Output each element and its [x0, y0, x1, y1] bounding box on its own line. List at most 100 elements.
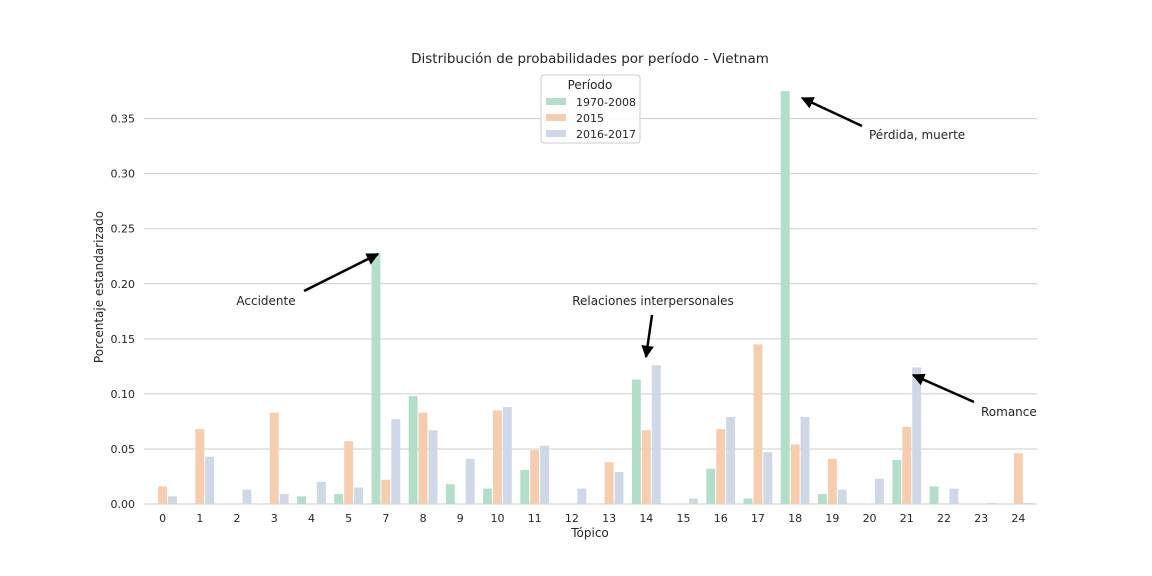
grid [144, 118, 1037, 505]
bar-1970-2008-topic-4 [297, 496, 306, 504]
bar-2015-topic-1 [195, 429, 205, 504]
x-tick-label-16: 16 [714, 512, 728, 525]
y-tick-label-5: 0.25 [111, 223, 136, 236]
bar-2015-topic-19 [827, 458, 837, 504]
annotation-label-3: Romance [981, 405, 1037, 419]
x-tick-label-3: 3 [271, 512, 278, 525]
bar-2015-topic-7 [381, 479, 391, 504]
legend-items: 1970-2008 2015 2016-2017 [546, 96, 636, 141]
legend-swatch-2015 [546, 114, 566, 121]
x-tick-label-0: 0 [159, 512, 166, 525]
bars [158, 91, 1033, 504]
bar-2016-2017-topic-15 [688, 498, 698, 504]
x-tick-label-17: 17 [751, 512, 765, 525]
legend-swatch-1970-2008 [546, 98, 566, 105]
bar-2016-2017-topic-0 [168, 496, 177, 504]
x-tick-label-10: 10 [490, 512, 504, 525]
bar-1970-2008-topic-21 [892, 459, 902, 504]
chart-title: Distribución de probabilidades por perío… [411, 51, 769, 67]
x-tick-label-4: 4 [308, 512, 315, 525]
legend-label-1970-2008: 1970-2008 [576, 96, 636, 109]
annotation-arrow-3 [911, 373, 975, 404]
annotations: Accidente Relaciones interpersonales Pérdi… [236, 96, 1037, 419]
bar-2016-2017-topic-7 [391, 419, 401, 504]
x-tick-label-9: 9 [457, 512, 464, 525]
bar-1970-2008-topic-16 [706, 468, 716, 504]
legend-title: Período [568, 78, 613, 92]
bar-1970-2008-topic-14 [631, 379, 641, 504]
bar-2015-topic-13 [604, 462, 614, 504]
annotation-arrow-0 [303, 252, 380, 293]
legend-frame [540, 74, 641, 144]
bar-2016-2017-topic-23 [986, 502, 996, 504]
x-tick-label-2: 2 [234, 512, 241, 525]
bar-2015-topic-10 [493, 410, 502, 504]
bar-2016-2017-topic-1 [205, 456, 215, 504]
x-tick-label-23: 23 [974, 512, 988, 525]
bar-2015-topic-24 [1013, 453, 1023, 504]
y-tick-label-7: 0.35 [111, 113, 136, 126]
bar-1970-2008-topic-19 [817, 494, 827, 504]
x-tick-label-13: 13 [602, 512, 616, 525]
bar-2016-2017-topic-8 [428, 430, 438, 504]
x-tick-label-8: 8 [420, 512, 427, 525]
bar-2016-2017-topic-2 [242, 489, 252, 504]
x-tick-label-15: 15 [677, 512, 691, 525]
bar-1970-2008-topic-22 [929, 486, 939, 504]
bar-2016-2017-topic-19 [837, 489, 847, 504]
x-tick-label-7: 7 [382, 512, 389, 525]
bar-2015-topic-8 [418, 412, 428, 504]
annotation-label-0: Accidente [236, 294, 295, 308]
annotation-label-2: Pérdida, muerte [869, 128, 965, 142]
legend-swatch-2016-2017 [546, 130, 566, 137]
bar-2016-2017-topic-9 [465, 458, 475, 504]
x-tick-label-12: 12 [565, 512, 579, 525]
bar-1970-2008-topic-8 [408, 396, 418, 504]
bar-2016-2017-topic-24 [1023, 502, 1033, 504]
bar-2016-2017-topic-10 [502, 407, 512, 504]
bar-2015-topic-11 [530, 450, 540, 504]
x-axis-label: Tópico [570, 526, 609, 540]
y-tick-label-2: 0.10 [111, 388, 136, 401]
bar-2015-topic-3 [269, 412, 279, 504]
bar-2016-2017-topic-16 [726, 417, 736, 504]
bar-1970-2008-topic-7 [371, 252, 381, 504]
bar-2015-topic-5 [344, 441, 354, 504]
bar-2015-topic-21 [902, 426, 912, 504]
bar-2016-2017-topic-14 [651, 365, 661, 504]
bar-2015-topic-14 [641, 430, 651, 504]
bar-1970-2008-topic-17 [743, 498, 753, 504]
bar-2015-topic-16 [716, 429, 726, 504]
y-axis-ticks: 0.00 0.05 0.10 0.15 0.20 0.25 0.30 0.35 [111, 113, 136, 511]
legend: Período 1970-2008 2015 2016-2017 [540, 74, 641, 144]
bar-2015-topic-17 [753, 344, 763, 504]
x-tick-label-14: 14 [639, 512, 653, 525]
bar-1970-2008-topic-18 [780, 91, 790, 504]
bar-1970-2008-topic-5 [334, 494, 344, 504]
y-axis-label: Porcentaje estandarizado [92, 211, 106, 363]
bar-1970-2008-topic-9 [445, 484, 455, 504]
bar-1970-2008-topic-10 [483, 488, 493, 504]
bar-2016-2017-topic-12 [577, 488, 587, 504]
x-tick-label-24: 24 [1011, 512, 1025, 525]
x-tick-label-1: 1 [196, 512, 203, 525]
bar-2016-2017-topic-21 [912, 367, 922, 504]
x-tick-label-18: 18 [788, 512, 802, 525]
legend-label-2016-2017: 2016-2017 [576, 128, 636, 141]
y-tick-label-1: 0.05 [111, 443, 136, 456]
x-tick-label-21: 21 [900, 512, 914, 525]
bar-2016-2017-topic-13 [614, 472, 624, 504]
bar-2016-2017-topic-17 [763, 452, 773, 504]
x-tick-label-20: 20 [863, 512, 877, 525]
bar-2016-2017-topic-18 [800, 417, 810, 504]
bar-2015-topic-18 [790, 444, 800, 504]
y-tick-label-4: 0.20 [111, 278, 136, 291]
bar-2016-2017-topic-3 [279, 494, 289, 504]
bar-2016-2017-topic-22 [949, 488, 959, 504]
legend-label-2015: 2015 [576, 112, 604, 125]
annotation-arrow-2 [800, 96, 863, 128]
x-tick-label-22: 22 [937, 512, 951, 525]
x-tick-label-5: 5 [345, 512, 352, 525]
y-tick-label-6: 0.30 [111, 168, 136, 181]
